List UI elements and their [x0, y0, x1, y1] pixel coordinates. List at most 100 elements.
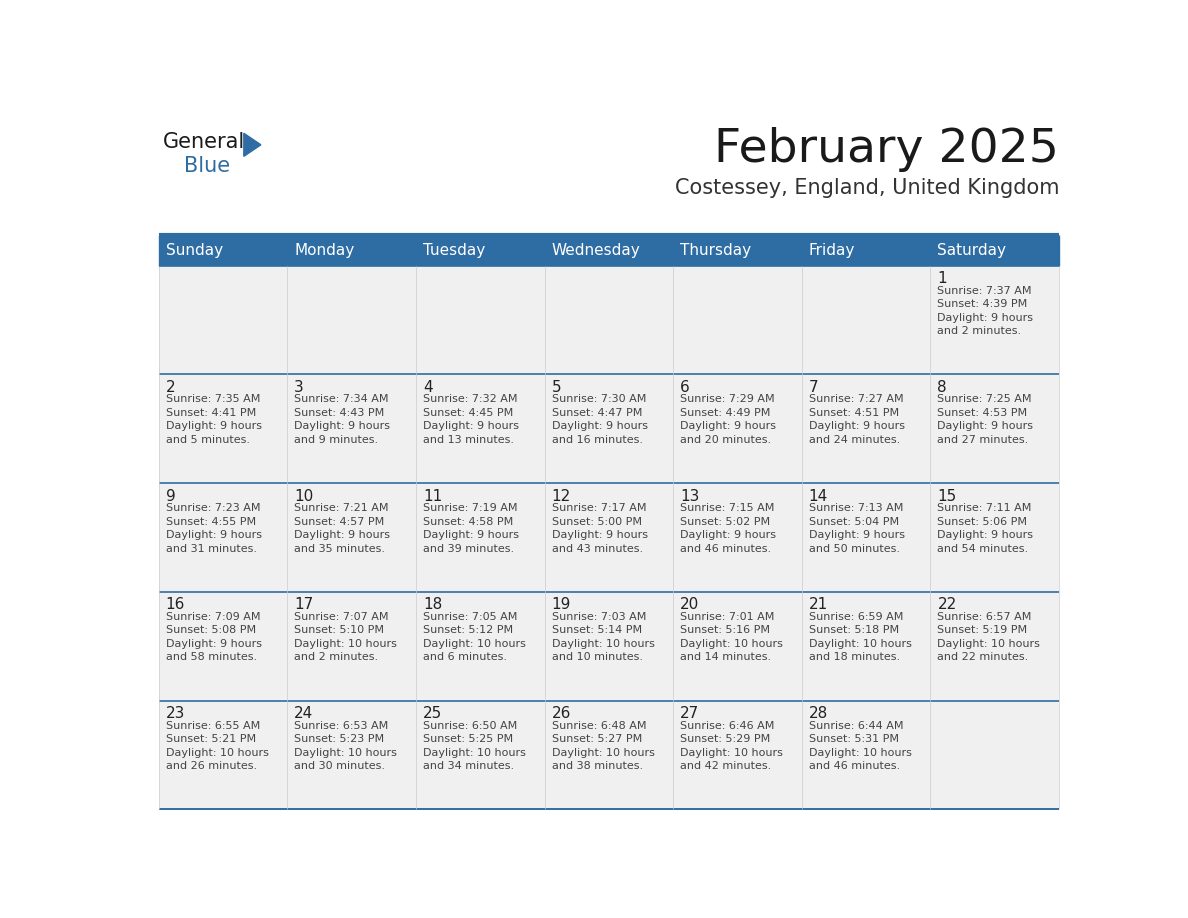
Text: Daylight: 10 hours: Daylight: 10 hours	[681, 639, 783, 649]
Bar	[416, 235, 544, 265]
Bar	[674, 375, 802, 483]
Text: and 20 minutes.: and 20 minutes.	[681, 435, 771, 445]
Text: and 35 minutes.: and 35 minutes.	[295, 543, 385, 554]
Text: Daylight: 10 hours: Daylight: 10 hours	[809, 747, 911, 757]
Text: Sunset: 5:18 PM: Sunset: 5:18 PM	[809, 625, 899, 635]
Text: Daylight: 9 hours: Daylight: 9 hours	[681, 530, 776, 540]
Bar	[674, 483, 802, 592]
Text: Sunrise: 6:53 AM: Sunrise: 6:53 AM	[295, 721, 388, 731]
Text: Sunrise: 7:01 AM: Sunrise: 7:01 AM	[681, 612, 775, 621]
Text: Thursday: Thursday	[681, 242, 751, 258]
Text: Daylight: 9 hours: Daylight: 9 hours	[937, 421, 1034, 431]
Text: Daylight: 9 hours: Daylight: 9 hours	[937, 530, 1034, 540]
Text: and 31 minutes.: and 31 minutes.	[165, 543, 257, 554]
Text: 20: 20	[681, 598, 700, 612]
Text: Sunrise: 7:07 AM: Sunrise: 7:07 AM	[295, 612, 388, 621]
Text: and 42 minutes.: and 42 minutes.	[681, 761, 771, 771]
Text: Sunset: 5:00 PM: Sunset: 5:00 PM	[551, 517, 642, 527]
Text: Sunrise: 7:15 AM: Sunrise: 7:15 AM	[681, 503, 775, 513]
Text: Sunrise: 7:30 AM: Sunrise: 7:30 AM	[551, 395, 646, 405]
Text: 4: 4	[423, 380, 432, 395]
Text: and 58 minutes.: and 58 minutes.	[165, 653, 257, 662]
Text: 24: 24	[295, 706, 314, 721]
Text: Sunrise: 7:05 AM: Sunrise: 7:05 AM	[423, 612, 517, 621]
Text: and 34 minutes.: and 34 minutes.	[423, 761, 514, 771]
Bar	[802, 483, 930, 592]
Text: Sunset: 4:58 PM: Sunset: 4:58 PM	[423, 517, 513, 527]
Text: and 43 minutes.: and 43 minutes.	[551, 543, 643, 554]
Text: and 22 minutes.: and 22 minutes.	[937, 653, 1029, 662]
Text: and 27 minutes.: and 27 minutes.	[937, 435, 1029, 445]
Text: Sunset: 4:47 PM: Sunset: 4:47 PM	[551, 408, 642, 418]
Text: Sunrise: 6:55 AM: Sunrise: 6:55 AM	[165, 721, 260, 731]
Bar	[158, 592, 287, 700]
Bar	[674, 700, 802, 810]
Text: Daylight: 10 hours: Daylight: 10 hours	[681, 747, 783, 757]
Text: Daylight: 9 hours: Daylight: 9 hours	[165, 639, 261, 649]
Text: 27: 27	[681, 706, 700, 721]
Text: Daylight: 10 hours: Daylight: 10 hours	[937, 639, 1041, 649]
Bar	[416, 483, 544, 592]
Text: Saturday: Saturday	[937, 242, 1006, 258]
Text: and 13 minutes.: and 13 minutes.	[423, 435, 514, 445]
Text: 25: 25	[423, 706, 442, 721]
Text: Sunset: 5:08 PM: Sunset: 5:08 PM	[165, 625, 255, 635]
Text: Sunset: 5:23 PM: Sunset: 5:23 PM	[295, 734, 385, 744]
Bar	[416, 700, 544, 810]
Text: and 54 minutes.: and 54 minutes.	[937, 543, 1029, 554]
Text: Sunset: 5:12 PM: Sunset: 5:12 PM	[423, 625, 513, 635]
Text: Sunrise: 7:09 AM: Sunrise: 7:09 AM	[165, 612, 260, 621]
Text: Daylight: 9 hours: Daylight: 9 hours	[165, 530, 261, 540]
Text: Sunset: 4:41 PM: Sunset: 4:41 PM	[165, 408, 255, 418]
Text: and 18 minutes.: and 18 minutes.	[809, 653, 901, 662]
Text: Daylight: 10 hours: Daylight: 10 hours	[551, 747, 655, 757]
Text: and 5 minutes.: and 5 minutes.	[165, 435, 249, 445]
Text: Sunrise: 7:32 AM: Sunrise: 7:32 AM	[423, 395, 517, 405]
Bar	[416, 265, 544, 375]
Text: Blue: Blue	[184, 156, 230, 176]
Text: Sunset: 5:02 PM: Sunset: 5:02 PM	[681, 517, 770, 527]
Text: Sunrise: 7:29 AM: Sunrise: 7:29 AM	[681, 395, 775, 405]
Text: Sunset: 5:27 PM: Sunset: 5:27 PM	[551, 734, 642, 744]
Bar	[802, 592, 930, 700]
Text: Sunrise: 7:21 AM: Sunrise: 7:21 AM	[295, 503, 388, 513]
Text: Daylight: 10 hours: Daylight: 10 hours	[295, 639, 397, 649]
Text: Sunrise: 7:17 AM: Sunrise: 7:17 AM	[551, 503, 646, 513]
Bar	[158, 700, 287, 810]
Text: Daylight: 9 hours: Daylight: 9 hours	[809, 421, 905, 431]
Bar	[930, 592, 1060, 700]
Text: 10: 10	[295, 488, 314, 504]
Bar	[802, 700, 930, 810]
Text: Sunrise: 7:27 AM: Sunrise: 7:27 AM	[809, 395, 903, 405]
Text: 8: 8	[937, 380, 947, 395]
Bar	[930, 483, 1060, 592]
Text: Wednesday: Wednesday	[551, 242, 640, 258]
Text: Sunrise: 6:57 AM: Sunrise: 6:57 AM	[937, 612, 1032, 621]
Text: Sunset: 4:49 PM: Sunset: 4:49 PM	[681, 408, 771, 418]
Text: 19: 19	[551, 598, 571, 612]
Bar	[544, 700, 674, 810]
Text: and 2 minutes.: and 2 minutes.	[937, 326, 1022, 336]
Bar	[287, 483, 416, 592]
Text: 26: 26	[551, 706, 571, 721]
Bar	[674, 592, 802, 700]
Text: Sunset: 5:31 PM: Sunset: 5:31 PM	[809, 734, 899, 744]
Text: Sunrise: 7:34 AM: Sunrise: 7:34 AM	[295, 395, 388, 405]
Text: and 46 minutes.: and 46 minutes.	[681, 543, 771, 554]
Text: Daylight: 9 hours: Daylight: 9 hours	[295, 421, 390, 431]
Text: Sunrise: 7:13 AM: Sunrise: 7:13 AM	[809, 503, 903, 513]
Text: Daylight: 9 hours: Daylight: 9 hours	[295, 530, 390, 540]
Text: Sunrise: 6:44 AM: Sunrise: 6:44 AM	[809, 721, 903, 731]
Text: Daylight: 10 hours: Daylight: 10 hours	[295, 747, 397, 757]
Bar	[544, 483, 674, 592]
Text: Daylight: 10 hours: Daylight: 10 hours	[423, 747, 526, 757]
Text: and 50 minutes.: and 50 minutes.	[809, 543, 899, 554]
Text: 17: 17	[295, 598, 314, 612]
Bar	[544, 235, 674, 265]
Text: Sunrise: 6:46 AM: Sunrise: 6:46 AM	[681, 721, 775, 731]
Text: Sunset: 5:25 PM: Sunset: 5:25 PM	[423, 734, 513, 744]
Text: Sunset: 5:16 PM: Sunset: 5:16 PM	[681, 625, 770, 635]
Text: and 24 minutes.: and 24 minutes.	[809, 435, 901, 445]
Text: Sunset: 5:21 PM: Sunset: 5:21 PM	[165, 734, 255, 744]
Text: Sunrise: 7:37 AM: Sunrise: 7:37 AM	[937, 285, 1032, 296]
